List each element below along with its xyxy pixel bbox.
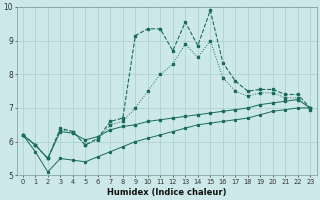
X-axis label: Humidex (Indice chaleur): Humidex (Indice chaleur) [107,188,226,197]
